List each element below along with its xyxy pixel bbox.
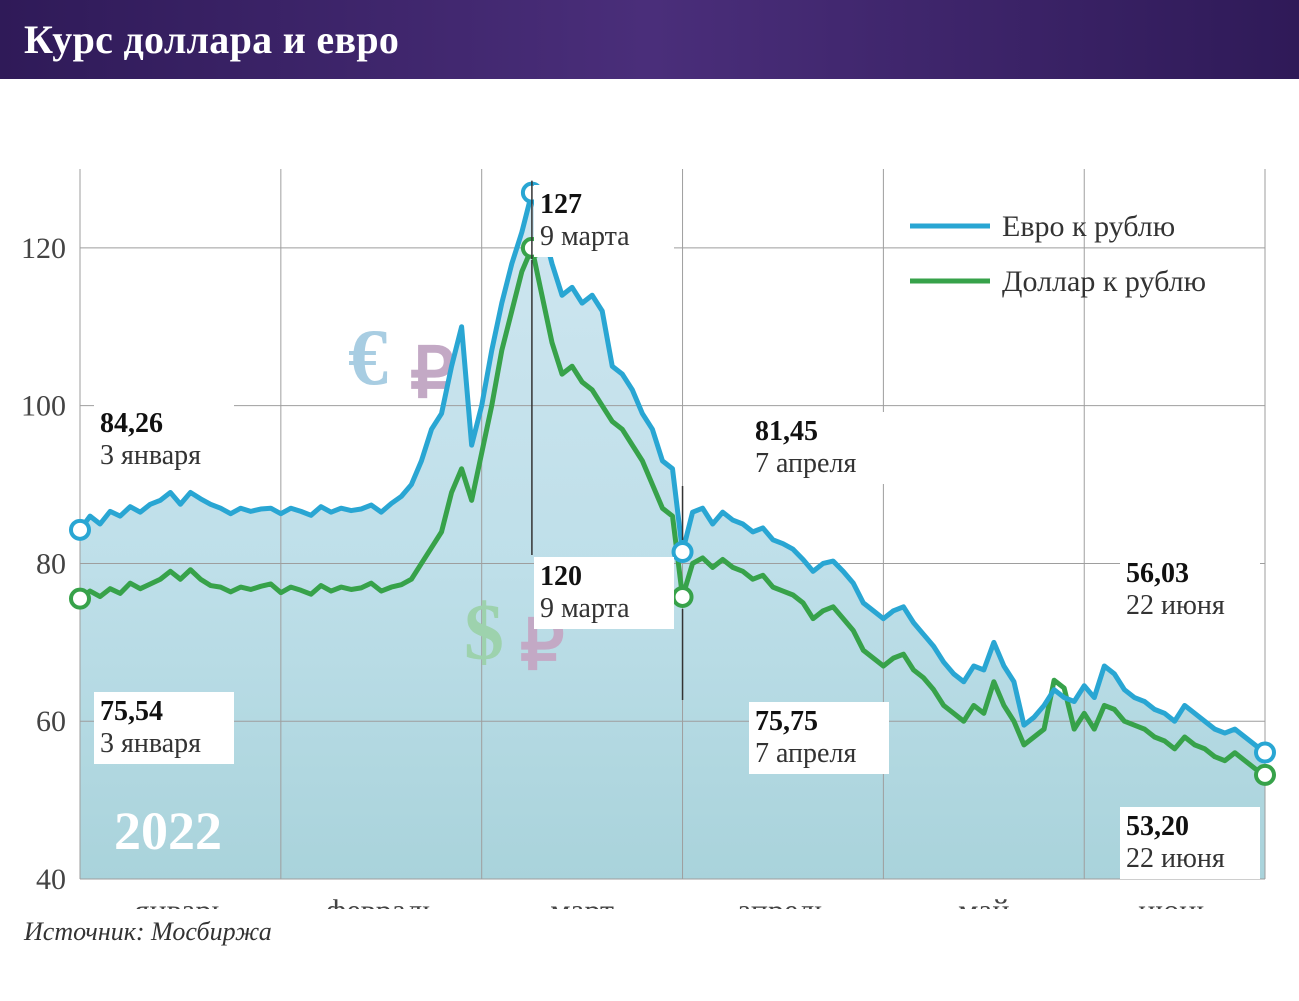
callout-date: 3 января bbox=[100, 728, 201, 759]
callout-date: 3 января bbox=[100, 440, 201, 471]
decor-symbol-usd: $ bbox=[464, 589, 504, 677]
month-label: май bbox=[958, 892, 1009, 909]
callout-value: 84,26 bbox=[100, 408, 163, 439]
y-tick-label: 60 bbox=[36, 705, 66, 738]
chart-title: Курс доллара и евро bbox=[24, 17, 399, 62]
month-label: апрель bbox=[737, 892, 829, 909]
callout-date: 9 марта bbox=[540, 593, 630, 624]
callout-value: 75,54 bbox=[100, 696, 163, 727]
y-tick-label: 40 bbox=[36, 863, 66, 896]
source-footer: Источник: Мосбиржа bbox=[0, 909, 1299, 971]
month-label: январь bbox=[135, 892, 226, 909]
title-bar: Курс доллара и евро bbox=[0, 0, 1299, 79]
legend-label: Евро к рублю bbox=[1002, 210, 1175, 243]
marker-usd bbox=[674, 588, 692, 606]
callout-value: 120 bbox=[540, 561, 582, 592]
chart-container: 40 60 80 100 120 январь февраль март апрель май ию… bbox=[0, 79, 1299, 909]
callout-value: 75,75 bbox=[755, 706, 818, 737]
callout-date: 9 марта bbox=[540, 221, 630, 252]
marker-eur bbox=[71, 521, 89, 539]
callout-date: 22 июня bbox=[1126, 590, 1225, 621]
source-text: Источник: Мосбиржа bbox=[24, 917, 272, 946]
callout-value: 53,20 bbox=[1126, 811, 1189, 842]
marker-eur bbox=[674, 543, 692, 561]
callout-value: 127 bbox=[540, 189, 582, 220]
marker-usd bbox=[1256, 766, 1274, 784]
callout-date: 22 июня bbox=[1126, 843, 1225, 874]
callout-date: 7 апреля bbox=[755, 448, 856, 479]
month-label: март bbox=[550, 892, 614, 909]
callout-date: 7 апреля bbox=[755, 738, 856, 769]
y-tick-label: 80 bbox=[36, 547, 66, 580]
legend-label: Доллар к рублю bbox=[1002, 265, 1206, 298]
line-chart: 40 60 80 100 120 январь февраль март апрель май ию… bbox=[0, 79, 1299, 909]
year-label: 2022 bbox=[114, 801, 222, 861]
callout-value: 81,45 bbox=[755, 416, 818, 447]
callout-value: 56,03 bbox=[1126, 558, 1189, 589]
y-tick-label: 100 bbox=[21, 390, 66, 423]
decor-symbol-eur: € bbox=[348, 314, 388, 402]
month-label: июнь bbox=[1138, 892, 1211, 909]
marker-eur bbox=[1256, 744, 1274, 762]
marker-usd bbox=[71, 590, 89, 608]
month-label: февраль bbox=[326, 892, 437, 909]
y-tick-label: 120 bbox=[21, 232, 66, 265]
